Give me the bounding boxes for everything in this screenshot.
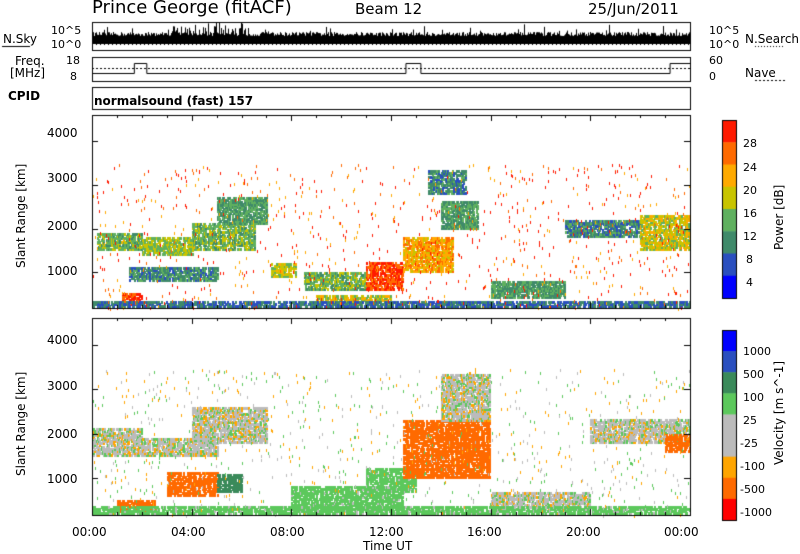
xtick-4: 16:00 bbox=[467, 525, 502, 539]
beam-label: Beam 12 bbox=[355, 0, 423, 18]
date-label: 25/Jun/2011 bbox=[588, 0, 679, 18]
vel-cb-m1000: -1000 bbox=[740, 506, 772, 519]
vel-cb-100: 100 bbox=[743, 391, 764, 404]
nave-tick-top: 60 bbox=[709, 54, 723, 67]
power-ylabel: Slant Range [km] bbox=[14, 163, 28, 268]
velocity-ylabel: Slant Range [km] bbox=[14, 371, 28, 476]
vel-cb-m100: -100 bbox=[740, 460, 765, 473]
nsky-tick-bottom: 10^0 bbox=[51, 38, 82, 51]
xtick-6: 00:00 bbox=[664, 525, 699, 539]
cpid-label: CPID bbox=[8, 89, 41, 103]
power-cb-4: 4 bbox=[746, 276, 753, 289]
nsearch-label: N.Search bbox=[745, 32, 800, 46]
freq-tick-top: 18 bbox=[66, 54, 80, 67]
power-cb-28: 28 bbox=[743, 137, 757, 150]
velocity-cb-label: Velocity [m s^-1] bbox=[772, 360, 786, 465]
cpid-value: normalsound (fast) 157 bbox=[94, 94, 254, 108]
nsky-label: N.Sky bbox=[3, 32, 38, 46]
freq-unit-label: [MHz] bbox=[10, 66, 46, 80]
station-title: Prince George (fitACF) bbox=[92, 0, 292, 18]
power-cb-12: 12 bbox=[743, 230, 757, 243]
nave-label: Nave bbox=[745, 66, 776, 80]
velocity-ytick-3000: 3000 bbox=[47, 379, 78, 393]
freq-label: Freq. bbox=[15, 54, 45, 68]
velocity-ytick-4000: 4000 bbox=[47, 333, 78, 347]
vel-cb-m25: -25 bbox=[740, 437, 758, 450]
xtick-2: 08:00 bbox=[270, 525, 305, 539]
xtick-0: 00:00 bbox=[72, 525, 107, 539]
power-ytick-3000: 3000 bbox=[47, 171, 78, 185]
power-ytick-4000: 4000 bbox=[47, 126, 78, 140]
power-cb-20: 20 bbox=[743, 184, 757, 197]
nave-tick-bottom: 0 bbox=[709, 70, 716, 83]
nsky-tick-top: 10^5 bbox=[51, 24, 82, 37]
xtick-3: 12:00 bbox=[369, 525, 404, 539]
vel-cb-m500: -500 bbox=[740, 483, 765, 496]
velocity-ytick-2000: 2000 bbox=[47, 427, 78, 441]
vel-cb-500: 500 bbox=[743, 368, 764, 381]
nsearch-tick-top: 10^5 bbox=[709, 24, 740, 37]
vel-cb-25: 25 bbox=[743, 414, 757, 427]
freq-tick-bottom: 8 bbox=[70, 70, 77, 83]
xtick-1: 04:00 bbox=[171, 525, 206, 539]
power-cb-8: 8 bbox=[746, 253, 753, 266]
vel-cb-1000: 1000 bbox=[743, 345, 771, 358]
power-cb-16: 16 bbox=[743, 207, 757, 220]
power-ytick-1000: 1000 bbox=[47, 264, 78, 278]
xtick-5: 20:00 bbox=[566, 525, 601, 539]
xlabel: Time UT bbox=[363, 539, 413, 553]
nsearch-tick-bottom: 10^0 bbox=[709, 38, 740, 51]
power-cb-24: 24 bbox=[743, 161, 757, 174]
power-ytick-2000: 2000 bbox=[47, 219, 78, 233]
power-cb-label: Power [dB] bbox=[772, 184, 786, 250]
velocity-ytick-1000: 1000 bbox=[47, 472, 78, 486]
